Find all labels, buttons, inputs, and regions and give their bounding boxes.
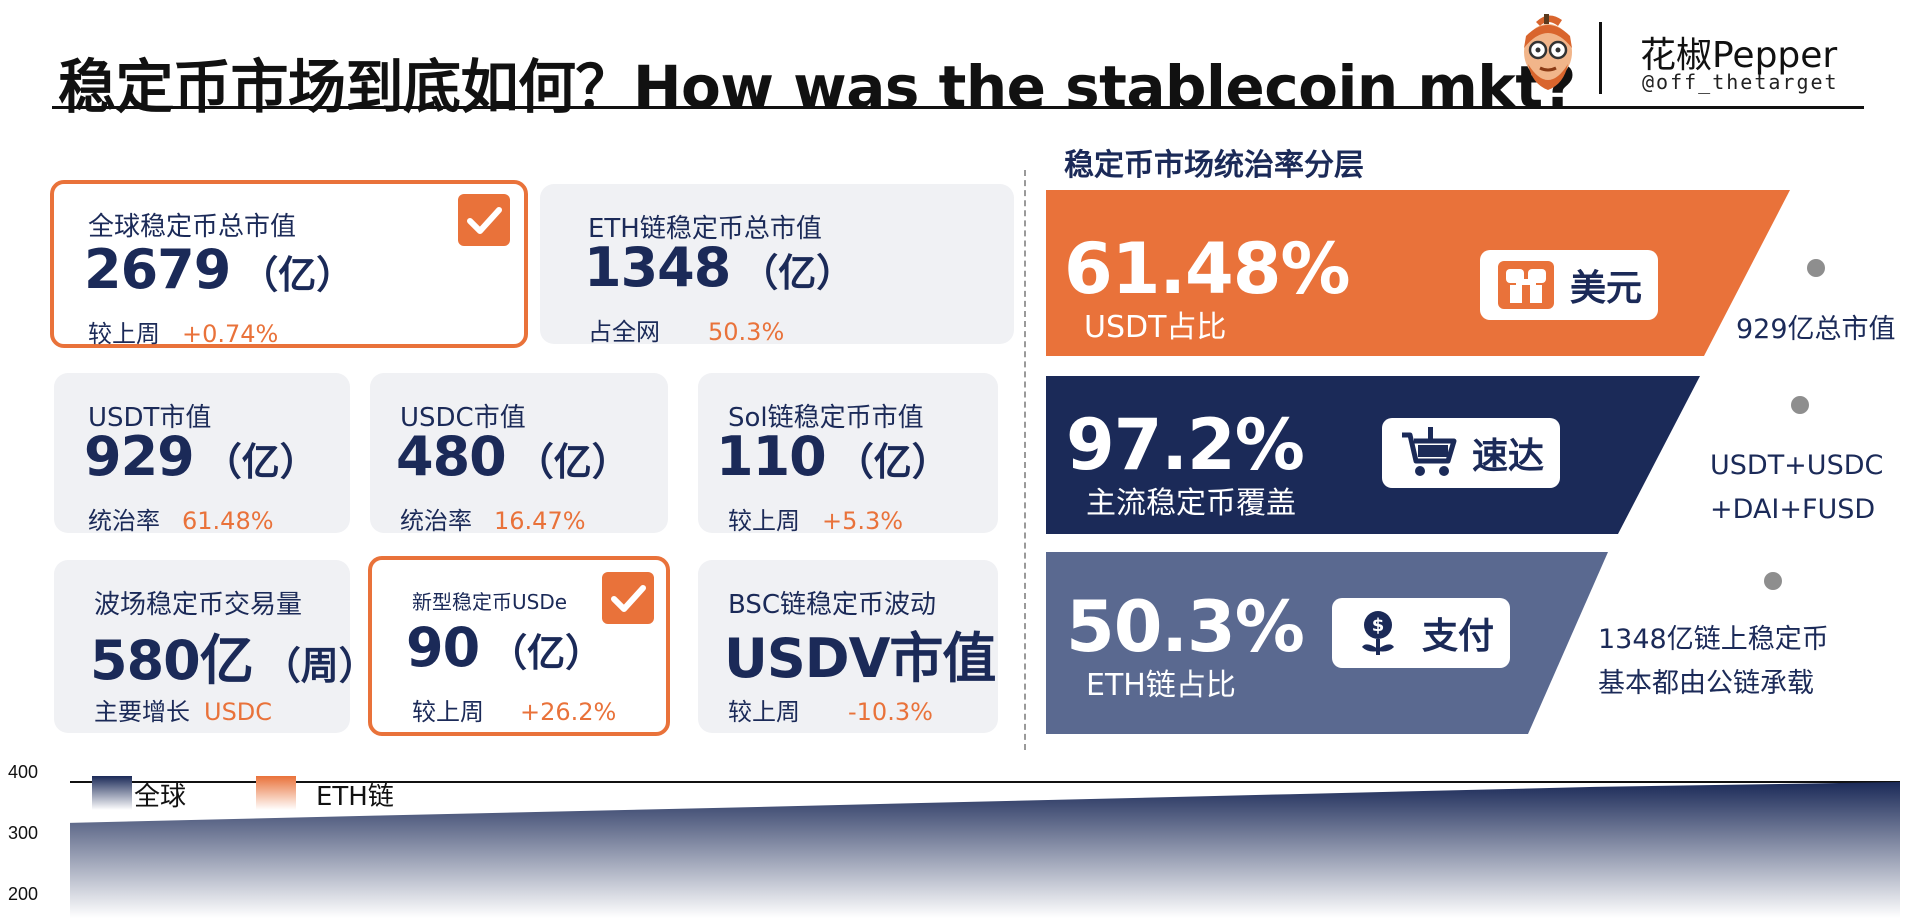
tier-note-line: 929亿总市值 (1736, 314, 1896, 345)
card-sub: 较上周 +0.74% (88, 320, 279, 348)
bullet-dot (1764, 572, 1782, 590)
legend-swatch (256, 776, 296, 810)
brand-divider (1599, 22, 1602, 94)
tag-usd: 美元 (1480, 250, 1659, 320)
card-label: USDC市值 (400, 403, 526, 433)
bullet-dot (1791, 396, 1809, 414)
stat-card-usdt: USDT市值 929 （亿） 统治率 61.48% (54, 373, 350, 535)
tier-note: USDT+USDC +DAI+FUSD (1710, 444, 1883, 532)
tier-band-shape (1046, 376, 1700, 534)
avatar (1516, 10, 1580, 96)
dominance-title: 稳定币市场统治率分层 (1064, 148, 1364, 183)
card-sub: 较上周 +26.2% (412, 698, 617, 726)
dollar-sprout-icon: $ (1362, 611, 1394, 655)
card-label: 全球稳定币总市值 (88, 212, 297, 242)
legend-label: ETH链 (316, 782, 394, 812)
stat-card-eth: ETH链稳定币总市值 1348 （亿） 占全网 50.3% (540, 184, 1014, 346)
tier-text-usdt: 61.48% USDT占比 (1064, 228, 1464, 348)
check-icon (458, 194, 510, 246)
author-handle: @off_thetarget (1642, 70, 1839, 94)
card-label: ETH链稳定币总市值 (588, 214, 822, 244)
card-sub: 较上周 -10.3% (728, 698, 933, 726)
tier-text-mainstream: 97.2% 主流稳定币覆盖 (1066, 404, 1466, 524)
people-icon (1498, 261, 1554, 309)
card-value: 929 （亿） (84, 425, 318, 488)
tier-band-mainstream (1046, 376, 1700, 534)
tier-caption: 主流稳定币覆盖 (1086, 486, 1296, 521)
y-tick-label: 400 (8, 762, 38, 782)
tier-percent: 50.3% (1066, 586, 1305, 668)
author-name: 花椒Pepper (1640, 35, 1838, 76)
tier-note-line: 基本都由公链承载 (1598, 668, 1814, 699)
bullet-dot (1807, 259, 1825, 277)
stat-card-global: 全球稳定币总市值 2679 （亿） 较上周 +0.74% (50, 180, 528, 348)
cart-icon (1402, 427, 1457, 476)
card-label: 波场稳定币交易量 (94, 590, 303, 620)
tier-note-line: USDT+USDC (1710, 450, 1884, 481)
card-value: 2679 （亿） (84, 238, 355, 301)
tag-fast: 速达 (1382, 418, 1561, 488)
check-icon (602, 572, 654, 624)
card-sub: 统治率 61.48% (88, 507, 274, 535)
card-value: 1348 （亿） (584, 236, 855, 299)
tier-band-shape (1046, 552, 1608, 734)
tier-note: 929亿总市值 (1736, 308, 1896, 352)
card-label: Sol链稳定币市值 (728, 403, 924, 433)
tier-band-eth (1046, 552, 1608, 734)
legend-label: 全球 (134, 782, 186, 812)
tag-label: 速达 (1472, 436, 1545, 477)
tier-note: 1348亿链上稳定币 基本都由公链承载 (1598, 618, 1829, 706)
stat-card-bsc: BSC链稳定币波动 USDV市值 较上周 -10.3% (698, 560, 998, 733)
card-value: 110 （亿） (716, 425, 950, 488)
market-cap-area-chart: 400 300 200 全球 ETH链 (8, 762, 1900, 918)
stat-card-sol: Sol链稳定币市值 110 （亿） 较上周 +5.3% (698, 373, 998, 535)
card-sub: 较上周 +5.3% (728, 507, 904, 535)
section-divider (1024, 170, 1026, 750)
card-sub: 占全网 50.3% (588, 318, 785, 346)
page-title: 稳定币市场到底如何？How was the stablecoin mkt? (58, 53, 1576, 121)
card-value: 90 （亿） (406, 616, 604, 679)
tier-percent: 97.2% (1066, 404, 1305, 486)
y-tick-label: 200 (8, 884, 38, 904)
tag-pay: $ 支付 (1332, 598, 1511, 668)
tier-caption: ETH链占比 (1086, 668, 1236, 703)
stat-card-usde: 新型稳定币USDe 90 （亿） 较上周 +26.2% (368, 556, 670, 736)
stat-card-usdc: USDC市值 480 （亿） 统治率 16.47% (370, 373, 668, 535)
stat-card-tron: 波场稳定币交易量 580亿 （周） 主要增长 USDC (54, 560, 377, 733)
card-value: USDV市值 (724, 627, 996, 690)
tag-label: 支付 (1422, 616, 1495, 657)
card-label: BSC链稳定币波动 (728, 590, 937, 620)
tier-caption: USDT占比 (1084, 310, 1227, 345)
card-value: 480 （亿） (396, 425, 630, 488)
tier-note-line: 1348亿链上稳定币 (1598, 624, 1829, 655)
card-sub: 统治率 16.47% (400, 507, 586, 535)
svg-text:$: $ (1372, 615, 1385, 636)
tag-label: 美元 (1570, 268, 1643, 309)
y-tick-label: 300 (8, 823, 38, 843)
tier-text-eth: 50.3% ETH链占比 (1066, 586, 1466, 706)
card-label: 新型稳定币USDe (412, 590, 568, 614)
card-sub: 主要增长 USDC (94, 698, 273, 726)
legend-swatch (92, 776, 132, 810)
tier-note-line: +DAI+FUSD (1710, 494, 1876, 525)
card-value: 580亿 （周） (90, 629, 377, 692)
tier-percent: 61.48% (1064, 228, 1351, 310)
card-label: USDT市值 (88, 403, 212, 433)
title-underline (52, 106, 1864, 109)
area-series-0 (70, 782, 1900, 918)
